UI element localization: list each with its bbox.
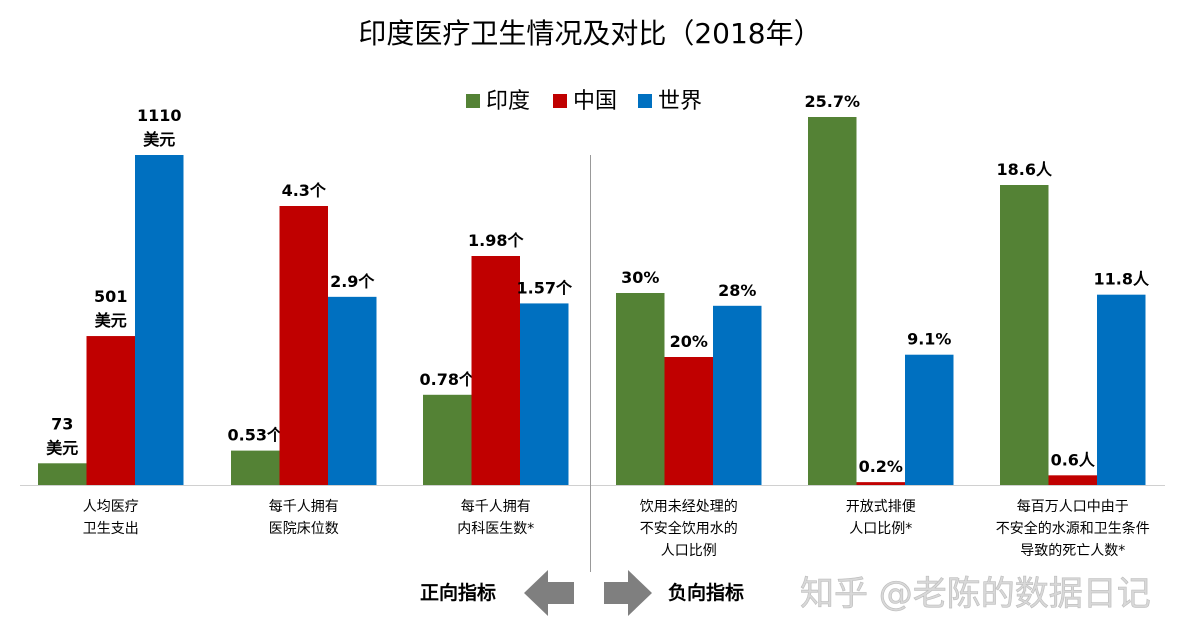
data-label: 美元 — [46, 438, 78, 457]
legend: 印度 中国 世界 — [466, 89, 702, 114]
category-label: 每百万人口中由于 — [1017, 499, 1129, 515]
category-label: 不安全的水源和卫生条件 — [996, 520, 1150, 537]
category-label: 不安全饮用水的 — [640, 520, 738, 537]
bar-china-1 — [279, 206, 328, 485]
data-label: 4.3个 — [282, 181, 327, 200]
bar-world-1 — [328, 296, 377, 485]
data-label: 1.57个 — [517, 278, 573, 297]
category-label: 医院床位数 — [269, 521, 339, 537]
category-label: 人口比例 — [661, 543, 717, 559]
legend-label-china: 中国 — [573, 89, 617, 114]
data-label: 2.9个 — [330, 272, 375, 291]
data-label: 美元 — [143, 130, 175, 149]
category-label: 卫生支出 — [83, 521, 139, 537]
bar-world-4 — [905, 354, 954, 485]
data-label: 20% — [670, 332, 708, 351]
category-label: 人口比例* — [849, 521, 912, 537]
chart-title: 印度医疗卫生情况及对比（2018年） — [358, 17, 821, 50]
data-label: 25.7% — [804, 92, 860, 111]
data-label: 1.98个 — [468, 231, 524, 250]
category-label: 导致的死亡人数* — [1020, 543, 1125, 559]
legend-swatch-china — [553, 94, 567, 108]
left-arrow-icon — [524, 570, 574, 616]
legend-swatch-world — [638, 94, 652, 108]
negative-indicator-label: 负向指标 — [668, 581, 744, 604]
bar-india-4 — [808, 117, 857, 485]
bar-india-1 — [231, 450, 280, 485]
bar-world-5 — [1097, 294, 1146, 485]
category-label: 每千人拥有 — [269, 499, 339, 515]
bar-india-3 — [616, 293, 665, 485]
data-label: 0.2% — [859, 457, 903, 476]
data-label: 11.8人 — [1094, 270, 1150, 289]
bar-world-2 — [520, 303, 569, 485]
positive-indicator-label: 正向指标 — [420, 581, 496, 604]
data-label: 0.78个 — [420, 370, 476, 389]
right-arrow-icon — [604, 570, 652, 616]
category-label: 每千人拥有 — [461, 499, 531, 515]
data-label: 0.6人 — [1051, 450, 1096, 469]
legend-swatch-india — [466, 94, 480, 108]
data-label: 9.1% — [907, 330, 951, 349]
data-label: 美元 — [95, 311, 127, 330]
data-label: 501 — [94, 287, 127, 306]
bar-china-2 — [471, 256, 520, 485]
category-label: 内科医生数* — [457, 521, 534, 537]
bars: 73 美元 501 美元 1110 美元 0.53个 4.3个 2.9个 0.78个 1.98个 1.… — [38, 92, 1150, 485]
legend-label-india: 印度 — [486, 89, 530, 114]
bar-world-3 — [713, 305, 762, 485]
data-label: 30% — [621, 268, 659, 287]
bar-china-3 — [664, 357, 713, 485]
data-label: 28% — [718, 281, 756, 300]
legend-label-world: 世界 — [658, 89, 702, 114]
bar-world-0 — [135, 155, 184, 485]
category-label: 饮用未经处理的 — [640, 499, 738, 515]
data-label: 0.53个 — [228, 426, 284, 445]
bar-india-0 — [38, 463, 87, 485]
bar-china-0 — [86, 336, 135, 485]
data-label: 73 — [51, 414, 73, 433]
category-label: 开放式排便 — [846, 499, 916, 515]
bar-india-2 — [423, 394, 472, 485]
bar-china-5 — [1048, 475, 1097, 485]
watermark: 知乎 @老陈的数据日记 — [800, 574, 1151, 614]
data-label: 1110 — [137, 106, 182, 125]
bar-china-4 — [856, 482, 905, 485]
category-label: 人均医疗 — [83, 499, 139, 515]
data-label: 18.6人 — [997, 160, 1053, 179]
bar-india-5 — [1000, 185, 1049, 485]
